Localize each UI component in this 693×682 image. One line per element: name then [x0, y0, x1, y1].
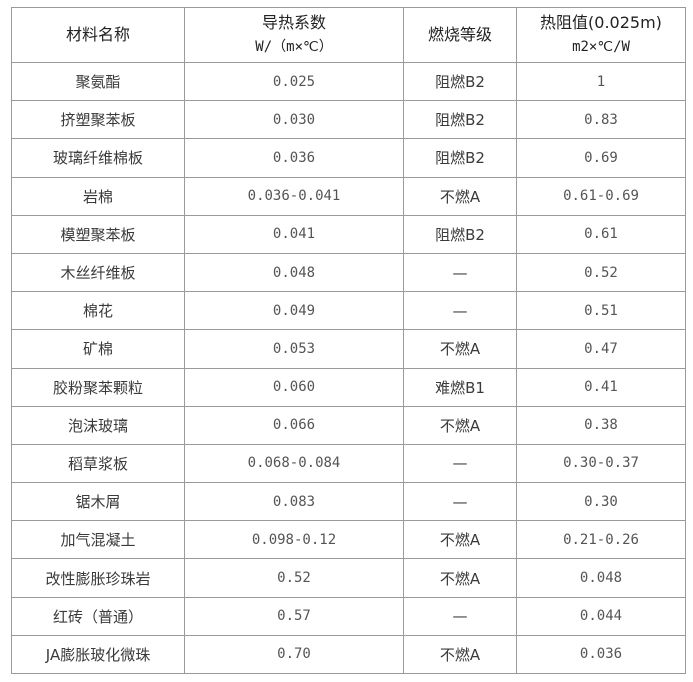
table-row: 模塑聚苯板 0.041 阻燃B2 0.61: [11, 214, 686, 254]
cell-resistance: 0.048: [516, 558, 686, 598]
cell-fire-rating: —: [403, 596, 517, 636]
header-text: 热阻值(0.025m): [540, 13, 662, 32]
table-row: 红砖（普通） 0.57—0.044: [11, 596, 686, 636]
cell-resistance: 0.30-0.37: [516, 443, 686, 484]
cell-conductivity: 0.060: [184, 367, 404, 407]
header-fire-rating: 燃烧等级: [403, 7, 517, 63]
table-row: 岩棉 0.036-0.041 不燃A 0.61-0.69: [11, 176, 686, 216]
cell-fire-rating: —: [403, 482, 517, 522]
cell-fire-rating: 不燃A: [403, 520, 517, 560]
cell-conductivity: 0.57: [184, 596, 404, 636]
cell-fire-rating: —: [403, 443, 517, 484]
cell-material: 红砖（普通）: [11, 596, 185, 636]
cell-material: JA膨胀玻化微珠: [11, 634, 185, 675]
cell-fire-rating: 不燃A: [403, 634, 517, 675]
header-text: 导热系数: [261, 13, 326, 32]
cell-conductivity: 0.036-0.041: [184, 176, 404, 216]
cell-material: 改性膨胀珍珠岩: [11, 558, 185, 598]
cell-resistance: 0.044: [516, 596, 686, 636]
table-row: 泡沫玻璃 0.066 不燃A 0.38: [11, 405, 686, 445]
table-row: JA膨胀玻化微珠 0.70 不燃A 0.036: [11, 634, 686, 675]
cell-material: 玻璃纤维棉板: [11, 138, 185, 178]
cell-material: 胶粉聚苯颗粒: [11, 367, 185, 407]
table-row: 胶粉聚苯颗粒 0.060 难燃B1 0.41: [11, 367, 686, 407]
cell-conductivity: 0.036: [184, 138, 404, 178]
cell-fire-rating: 阻燃B2: [403, 61, 517, 102]
cell-conductivity: 0.70: [184, 634, 404, 675]
header-material-name: 材料名称: [11, 7, 185, 63]
cell-resistance: 0.61: [516, 214, 686, 254]
header-unit: W/（m×℃）: [255, 39, 333, 55]
cell-conductivity: 0.030: [184, 100, 404, 140]
header-conductivity: 导热系数 W/（m×℃）: [184, 7, 404, 63]
cell-resistance: 0.47: [516, 329, 686, 369]
table-row: 棉花 0.049—0.51: [11, 291, 686, 331]
cell-fire-rating: —: [403, 291, 517, 331]
header-unit: m2×℃/W: [572, 39, 630, 55]
header-text: 材料名称: [65, 25, 130, 44]
cell-fire-rating: 难燃B1: [403, 367, 517, 407]
cell-conductivity: 0.52: [184, 558, 404, 598]
cell-conductivity: 0.041: [184, 214, 404, 254]
cell-material: 模塑聚苯板: [11, 214, 185, 254]
cell-resistance: 0.30: [516, 482, 686, 522]
cell-fire-rating: 阻燃B2: [403, 138, 517, 178]
cell-conductivity: 0.098-0.12: [184, 520, 404, 560]
table-row: 加气混凝土 0.098-0.12 不燃A 0.21-0.26: [11, 520, 686, 560]
cell-resistance: 0.51: [516, 291, 686, 331]
cell-material: 稻草浆板: [11, 443, 185, 484]
cell-material: 加气混凝土: [11, 520, 185, 560]
cell-resistance: 0.52: [516, 252, 686, 293]
cell-fire-rating: 不燃A: [403, 176, 517, 216]
header-text: 燃烧等级: [427, 25, 492, 44]
cell-material: 聚氨酯: [11, 61, 185, 102]
cell-resistance: 1: [516, 61, 686, 102]
cell-conductivity: 0.053: [184, 329, 404, 369]
cell-material: 矿棉: [11, 329, 185, 369]
cell-material: 挤塑聚苯板: [11, 100, 185, 140]
cell-conductivity: 0.025: [184, 61, 404, 102]
table-row: 木丝纤维板 0.048—0.52: [11, 252, 686, 293]
cell-fire-rating: 不燃A: [403, 405, 517, 445]
header-row: 材料名称 导热系数 W/（m×℃） 燃烧等级 热阻值(0.025m) m2×℃/W: [11, 7, 686, 63]
cell-resistance: 0.036: [516, 634, 686, 675]
table-row: 锯木屑 0.083—0.30: [11, 482, 686, 522]
cell-conductivity: 0.066: [184, 405, 404, 445]
cell-fire-rating: 不燃A: [403, 558, 517, 598]
cell-conductivity: 0.049: [184, 291, 404, 331]
cell-resistance: 0.41: [516, 367, 686, 407]
cell-fire-rating: 阻燃B2: [403, 100, 517, 140]
cell-resistance: 0.69: [516, 138, 686, 178]
table-row: 玻璃纤维棉板 0.036 阻燃B2 0.69: [11, 138, 686, 178]
header-thermal-resistance: 热阻值(0.025m) m2×℃/W: [516, 7, 686, 63]
cell-resistance: 0.38: [516, 405, 686, 445]
materials-table: 材料名称 导热系数 W/（m×℃） 燃烧等级 热阻值(0.025m) m2×℃/W …: [11, 7, 686, 675]
cell-material: 岩棉: [11, 176, 185, 216]
table-row: 挤塑聚苯板 0.030 阻燃B2 0.83: [11, 100, 686, 140]
table-row: 改性膨胀珍珠岩 0.52 不燃A 0.048: [11, 558, 686, 598]
cell-resistance: 0.21-0.26: [516, 520, 686, 560]
cell-material: 锯木屑: [11, 482, 185, 522]
cell-fire-rating: 不燃A: [403, 329, 517, 369]
table-row: 聚氨酯 0.025 阻燃B2 1: [11, 61, 686, 102]
cell-conductivity: 0.048: [184, 252, 404, 293]
cell-material: 木丝纤维板: [11, 252, 185, 293]
cell-material: 泡沫玻璃: [11, 405, 185, 445]
cell-resistance: 0.61-0.69: [516, 176, 686, 216]
cell-conductivity: 0.083: [184, 482, 404, 522]
cell-fire-rating: —: [403, 252, 517, 293]
cell-fire-rating: 阻燃B2: [403, 214, 517, 254]
cell-conductivity: 0.068-0.084: [184, 443, 404, 484]
table-row: 矿棉 0.053 不燃A 0.47: [11, 329, 686, 369]
cell-resistance: 0.83: [516, 100, 686, 140]
cell-material: 棉花: [11, 291, 185, 331]
table-row: 稻草浆板 0.068-0.084—0.30-0.37: [11, 443, 686, 484]
